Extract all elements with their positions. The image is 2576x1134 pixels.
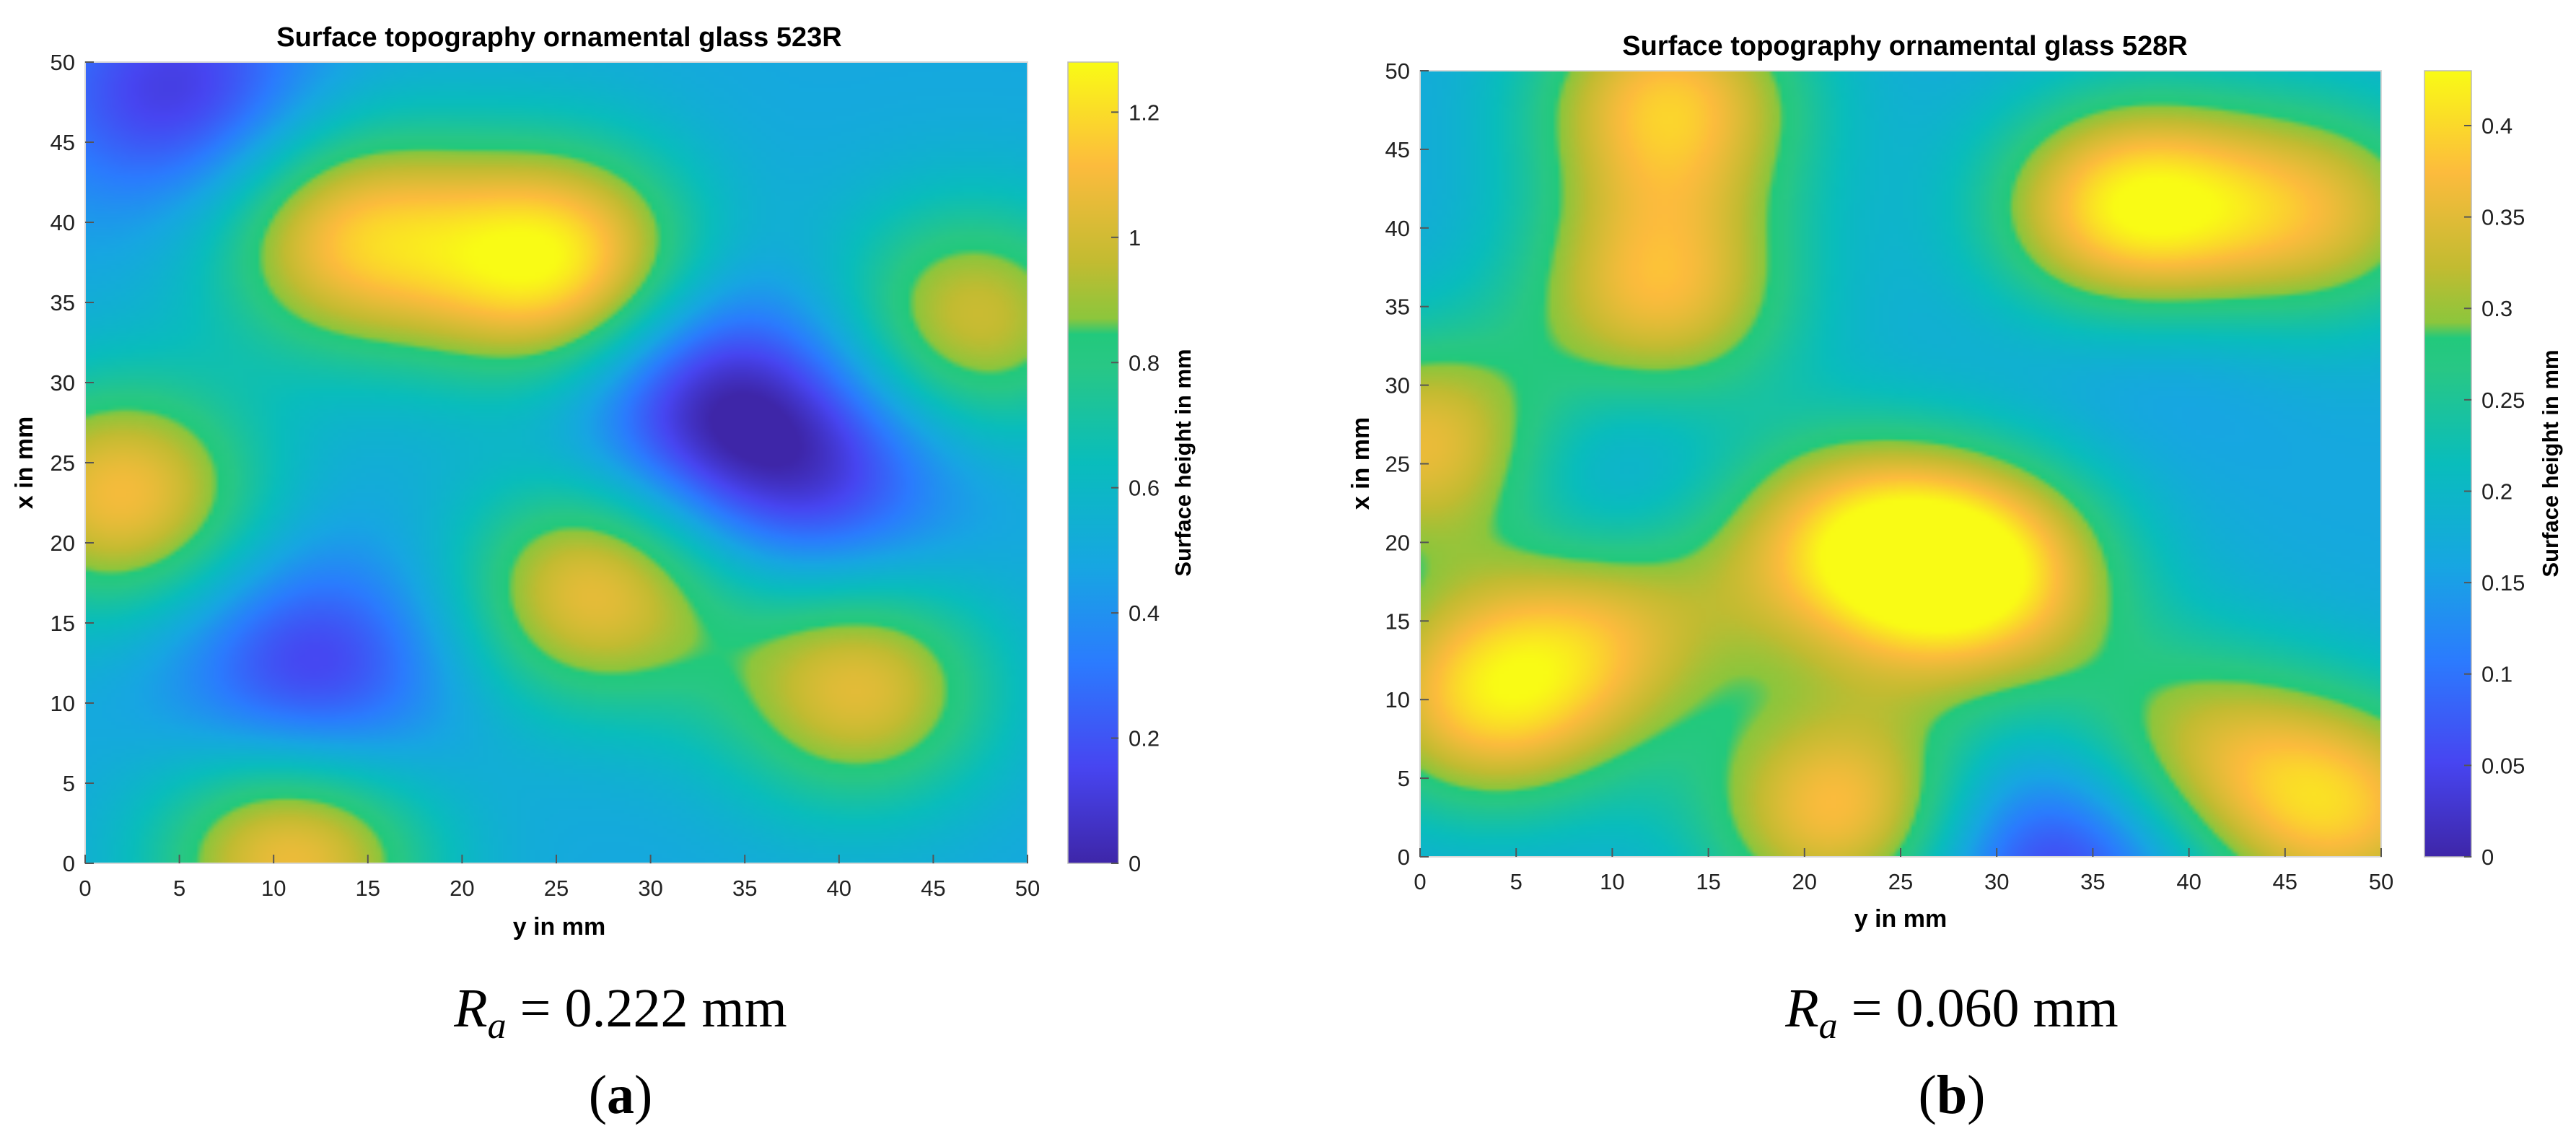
y-tick-label: 50 [51, 50, 75, 75]
y-tick-label: 30 [51, 370, 75, 396]
x-tick-label: 10 [261, 876, 286, 901]
y-tick-label: 20 [1385, 530, 1410, 555]
x-tick-label: 50 [1015, 876, 1040, 901]
x-tick-label: 30 [638, 876, 662, 901]
ra-symbol-b: R [1784, 978, 1818, 1039]
ra-symbol-a: R [453, 978, 487, 1039]
y-ticks-b: 0 5 10 15 20 25 30 35 40 45 50 [1385, 58, 1429, 870]
colorbar-label-b: Surface height in mm [2538, 349, 2563, 577]
roughness-caption-b: Ra = 0.060 mm [1784, 978, 2119, 1047]
plot-title-b: Surface topography ornamental glass 528R [1622, 31, 2187, 61]
x-tick-label: 50 [2369, 869, 2393, 894]
plot-title-a: Surface topography ornamental glass 523R [276, 22, 841, 53]
panel-label-a: (a) [589, 1065, 653, 1125]
colorbar-tick-label: 0.2 [1129, 726, 1160, 751]
x-tick-label: 10 [1600, 869, 1624, 894]
colorbar-tick-label: 1.2 [1129, 100, 1160, 125]
x-tick-label: 5 [1510, 869, 1523, 894]
x-tick-label: 20 [450, 876, 474, 901]
ra-subscript-a: a [488, 1006, 507, 1047]
colorbar-tick-label: 0.2 [2481, 479, 2513, 504]
y-tick-label: 35 [1385, 295, 1410, 320]
x-axis-label-b: y in mm [1854, 905, 1947, 933]
x-tick-label: 40 [2176, 869, 2201, 894]
colorbar-tick-label: 0.15 [2481, 570, 2525, 596]
panel-paren-close-a: ) [634, 1065, 652, 1125]
x-axis-label-a: y in mm [513, 913, 605, 941]
y-tick-label: 45 [1385, 137, 1410, 162]
x-tick-label: 0 [1414, 869, 1426, 894]
y-tick-label: 0 [63, 851, 75, 876]
colorbar-ticks-b: 0 0.05 0.1 0.15 0.2 0.25 0.3 0.35 0.4 [2464, 113, 2525, 870]
ra-value-a: = 0.222 mm [507, 978, 787, 1039]
y-axis-label-b: x in mm [1347, 417, 1375, 510]
x-tick-label: 30 [1984, 869, 2009, 894]
colorbar-a [1067, 61, 1119, 864]
y-axis-label-a: x in mm [11, 416, 38, 509]
x-tick-label: 45 [921, 876, 945, 901]
colorbar-tick-label: 0.4 [2481, 113, 2513, 139]
colorbar-ticks-a: 0 0.2 0.4 0.6 0.8 1 1.2 [1111, 100, 1160, 876]
y-ticks-a: 0 5 10 15 20 25 30 35 40 45 50 [51, 50, 94, 876]
colorbar-tick-label: 0 [1129, 851, 1141, 876]
colorbar-label-a: Surface height in mm [1170, 349, 1196, 576]
x-tick-label: 5 [173, 876, 185, 901]
panel-b: Surface topography ornamental glass 528R… [1347, 31, 2563, 1125]
x-tick-label: 35 [2080, 869, 2105, 894]
y-tick-label: 25 [51, 450, 75, 476]
y-tick-label: 0 [1398, 845, 1410, 870]
y-tick-label: 5 [1398, 766, 1410, 791]
x-tick-label: 45 [2273, 869, 2297, 894]
x-tick-label: 15 [356, 876, 380, 901]
x-tick-label: 15 [1696, 869, 1720, 894]
y-tick-label: 40 [51, 210, 75, 235]
colorbar-tick-label: 0.3 [2481, 296, 2513, 321]
colorbar-tick-label: 0 [2481, 845, 2494, 870]
colorbar-tick-label: 0.05 [2481, 753, 2525, 778]
ra-value-b: = 0.060 mm [1838, 978, 2119, 1039]
roughness-caption-a: Ra = 0.222 mm [453, 978, 787, 1047]
x-tick-label: 25 [1888, 869, 1913, 894]
colorbar-tick-label: 1 [1129, 225, 1141, 250]
y-tick-label: 40 [1385, 216, 1410, 241]
y-tick-label: 45 [51, 130, 75, 155]
panel-paren-open-b: ( [1919, 1065, 1937, 1125]
heatmap-image-b [1420, 71, 2381, 857]
x-ticks-b: 0 5 10 15 20 25 30 35 40 45 50 [1414, 848, 2393, 894]
y-tick-label: 5 [63, 771, 75, 796]
colorbar-b [2424, 70, 2472, 858]
y-tick-label: 10 [1385, 687, 1410, 712]
colorbar-tick-label: 0.1 [2481, 662, 2513, 687]
panel-paren-open-a: ( [589, 1065, 607, 1125]
panel-paren-close-b: ) [1967, 1065, 1985, 1125]
panel-letter-a: a [607, 1065, 634, 1125]
x-ticks-a: 0 5 10 15 20 25 30 35 40 45 50 [79, 855, 1040, 901]
y-tick-label: 35 [51, 290, 75, 315]
x-tick-label: 20 [1792, 869, 1817, 894]
panel-label-b: (b) [1919, 1065, 1986, 1125]
y-tick-label: 30 [1385, 373, 1410, 398]
y-tick-label: 15 [51, 611, 75, 636]
y-tick-label: 20 [51, 531, 75, 556]
colorbar-tick-label: 0.35 [2481, 205, 2525, 230]
x-tick-label: 25 [544, 876, 569, 901]
colorbar-tick-label: 0.6 [1129, 476, 1160, 501]
x-tick-label: 40 [827, 876, 851, 901]
colorbar-tick-label: 0.4 [1129, 601, 1160, 626]
colorbar-tick-label: 0.8 [1129, 350, 1160, 375]
panel-letter-b: b [1937, 1065, 1967, 1125]
y-tick-label: 15 [1385, 609, 1410, 634]
colorbar-tick-label: 0.25 [2481, 388, 2525, 413]
x-tick-label: 0 [79, 876, 91, 901]
heatmap-image-a [85, 62, 1028, 863]
y-tick-label: 10 [51, 691, 75, 716]
ra-subscript-b: a [1819, 1006, 1838, 1047]
y-tick-label: 25 [1385, 452, 1410, 477]
x-tick-label: 35 [732, 876, 757, 901]
panel-a: Surface topography ornamental glass 523R… [11, 22, 1196, 1125]
y-tick-label: 50 [1385, 58, 1410, 84]
